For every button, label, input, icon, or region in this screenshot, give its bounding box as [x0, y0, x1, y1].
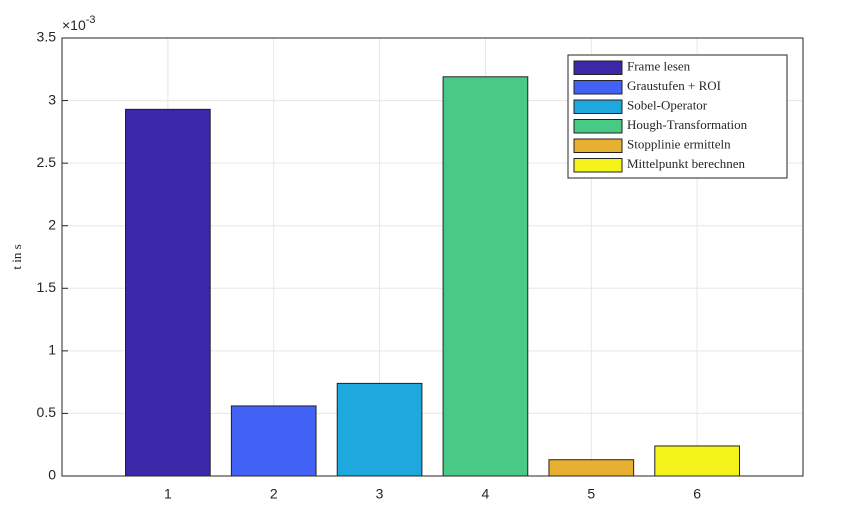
- y-exponent-power: -3: [86, 14, 96, 26]
- bar: [442, 76, 529, 477]
- y-tick-label: 1: [48, 342, 56, 358]
- y-axis-label: t in s: [9, 244, 24, 269]
- x-tick-label: 3: [376, 486, 384, 502]
- x-tick-label: 6: [693, 486, 701, 502]
- legend-swatch: [573, 158, 623, 173]
- bar: [654, 445, 740, 477]
- y-tick-label: 1.5: [37, 279, 57, 295]
- x-tick-label: 2: [270, 486, 278, 502]
- x-tick-label: 4: [482, 486, 490, 502]
- x-tick-label: 1: [164, 486, 172, 502]
- bar: [548, 459, 635, 477]
- axes-box: [61, 37, 804, 477]
- x-tick-label: 5: [587, 486, 595, 502]
- y-tick-label: 0: [48, 467, 56, 483]
- y-tick-label: 0.5: [37, 404, 57, 420]
- y-tick-label: 3.5: [37, 29, 57, 45]
- legend-box: [567, 54, 788, 179]
- y-tick-label: 2.5: [37, 154, 57, 170]
- legend-label: Stopplinie ermitteln: [627, 137, 731, 152]
- bar: [336, 382, 423, 477]
- legend-swatch: [573, 60, 623, 75]
- legend-label: Mittelpunkt berechnen: [627, 156, 746, 171]
- bar: [125, 108, 211, 477]
- y-exponent: ×10-3: [62, 14, 96, 33]
- y-tick-label: 2: [48, 216, 56, 232]
- legend-label: Hough-Transformation: [627, 117, 748, 132]
- legend-label: Sobel-Operator: [627, 98, 708, 113]
- legend-swatch: [573, 99, 623, 114]
- legend-label: Frame lesen: [627, 59, 691, 74]
- legend-swatch: [573, 138, 623, 153]
- bar: [230, 405, 317, 477]
- legend-swatch: [573, 119, 623, 134]
- legend-label: Graustufen + ROI: [627, 78, 721, 93]
- y-exponent-base: ×10: [62, 17, 86, 33]
- y-tick-label: 3: [48, 91, 56, 107]
- legend-swatch: [573, 80, 623, 95]
